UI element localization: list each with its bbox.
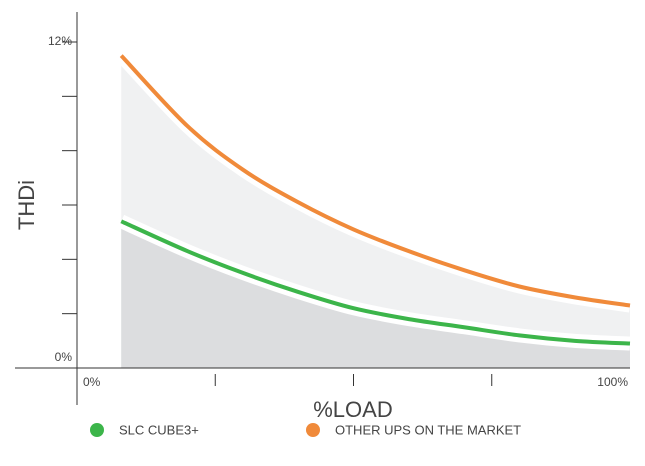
areas — [121, 55, 631, 368]
y-axis-title: THDi — [14, 180, 39, 230]
line — [119, 54, 631, 308]
y-tick-label: 12% — [48, 34, 72, 48]
y-tick-label: 0% — [55, 350, 73, 364]
x-axis-title: %LOAD — [313, 397, 392, 422]
lines — [116, 50, 632, 351]
legend-label: SLC CUBE3+ — [119, 422, 199, 437]
x-tick-label: 100% — [597, 375, 628, 389]
legend-marker — [90, 423, 104, 437]
line — [120, 219, 631, 346]
area — [121, 221, 631, 368]
legend-label: OTHER UPS ON THE MARKET — [335, 422, 521, 437]
legend-marker — [306, 423, 320, 437]
x-tick-label: 0% — [83, 375, 101, 389]
